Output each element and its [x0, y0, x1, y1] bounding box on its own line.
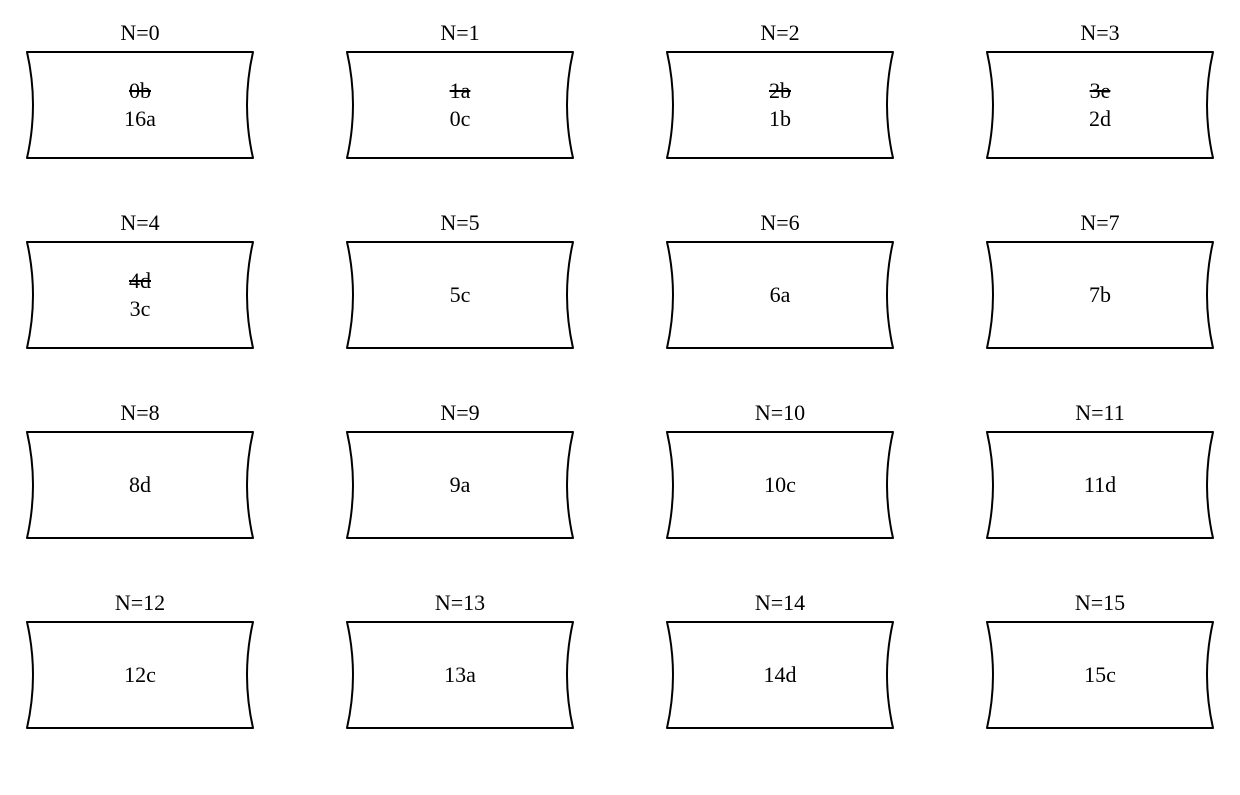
cell-line: 15c	[1084, 662, 1116, 688]
cell-line-struck: 4d	[129, 268, 151, 294]
cell-content: 4d3c	[25, 240, 255, 350]
cell-shape: 4d3c	[25, 240, 255, 350]
cell-line-struck: 0b	[129, 78, 151, 104]
cell-label: N=4	[120, 210, 159, 236]
cell-line: 7b	[1089, 282, 1111, 308]
cell-shape: 15c	[985, 620, 1215, 730]
cell-label: N=3	[1080, 20, 1119, 46]
cell-shape: 0b16a	[25, 50, 255, 160]
cell-shape: 14d	[665, 620, 895, 730]
cell-shape: 1a0c	[345, 50, 575, 160]
cell-label: N=7	[1080, 210, 1119, 236]
cell-line: 13a	[444, 662, 476, 688]
diagram-cell: N=0 0b16a	[20, 20, 260, 160]
cell-label: N=9	[440, 400, 479, 426]
cell-shape: 11d	[985, 430, 1215, 540]
cell-shape: 6a	[665, 240, 895, 350]
cell-content: 12c	[25, 620, 255, 730]
cell-label: N=10	[755, 400, 805, 426]
cell-line-struck: 2b	[769, 78, 791, 104]
cell-shape: 7b	[985, 240, 1215, 350]
cell-content: 1a0c	[345, 50, 575, 160]
cell-line: 2d	[1089, 106, 1111, 132]
cell-line: 14d	[764, 662, 797, 688]
diagram-cell: N=15 15c	[980, 590, 1220, 730]
cell-line: 0c	[450, 106, 471, 132]
diagram-cell: N=1 1a0c	[340, 20, 580, 160]
cell-line: 3c	[130, 296, 151, 322]
cell-content: 2b1b	[665, 50, 895, 160]
cell-shape: 5c	[345, 240, 575, 350]
diagram-cell: N=8 8d	[20, 400, 260, 540]
diagram-cell: N=3 3e2d	[980, 20, 1220, 160]
cell-shape: 2b1b	[665, 50, 895, 160]
diagram-cell: N=12 12c	[20, 590, 260, 730]
cell-line: 9a	[450, 472, 471, 498]
diagram-cell: N=13 13a	[340, 590, 580, 730]
cell-content: 0b16a	[25, 50, 255, 160]
cell-shape: 10c	[665, 430, 895, 540]
cell-line-struck: 1a	[450, 78, 471, 104]
cell-line: 5c	[450, 282, 471, 308]
cell-content: 13a	[345, 620, 575, 730]
diagram-cell: N=10 10c	[660, 400, 900, 540]
cell-shape: 12c	[25, 620, 255, 730]
cell-line-struck: 3e	[1090, 78, 1111, 104]
diagram-cell: N=6 6a	[660, 210, 900, 350]
cell-shape: 9a	[345, 430, 575, 540]
cell-label: N=14	[755, 590, 805, 616]
cell-label: N=0	[120, 20, 159, 46]
cell-label: N=8	[120, 400, 159, 426]
cell-label: N=11	[1075, 400, 1124, 426]
cell-line: 8d	[129, 472, 151, 498]
cell-line: 11d	[1084, 472, 1116, 498]
cell-label: N=12	[115, 590, 165, 616]
cell-content: 6a	[665, 240, 895, 350]
diagram-cell: N=7 7b	[980, 210, 1220, 350]
diagram-cell: N=9 9a	[340, 400, 580, 540]
cell-label: N=15	[1075, 590, 1125, 616]
cell-line: 10c	[764, 472, 796, 498]
cell-label: N=6	[760, 210, 799, 236]
diagram-cell: N=11 11d	[980, 400, 1220, 540]
cell-label: N=1	[440, 20, 479, 46]
cell-content: 7b	[985, 240, 1215, 350]
cell-line: 12c	[124, 662, 156, 688]
cell-content: 11d	[985, 430, 1215, 540]
cell-content: 8d	[25, 430, 255, 540]
cell-shape: 3e2d	[985, 50, 1215, 160]
cell-shape: 8d	[25, 430, 255, 540]
cell-line: 1b	[769, 106, 791, 132]
diagram-cell: N=4 4d3c	[20, 210, 260, 350]
diagram-cell: N=14 14d	[660, 590, 900, 730]
diagram-grid: N=0 0b16aN=1 1a0cN=2 2b1bN=3 3e2dN=4 4d3…	[20, 20, 1220, 730]
cell-content: 5c	[345, 240, 575, 350]
cell-content: 9a	[345, 430, 575, 540]
cell-content: 3e2d	[985, 50, 1215, 160]
cell-content: 15c	[985, 620, 1215, 730]
diagram-cell: N=5 5c	[340, 210, 580, 350]
cell-shape: 13a	[345, 620, 575, 730]
cell-label: N=5	[440, 210, 479, 236]
diagram-cell: N=2 2b1b	[660, 20, 900, 160]
cell-label: N=13	[435, 590, 485, 616]
cell-line: 6a	[770, 282, 791, 308]
cell-content: 14d	[665, 620, 895, 730]
cell-label: N=2	[760, 20, 799, 46]
cell-line: 16a	[124, 106, 156, 132]
cell-content: 10c	[665, 430, 895, 540]
